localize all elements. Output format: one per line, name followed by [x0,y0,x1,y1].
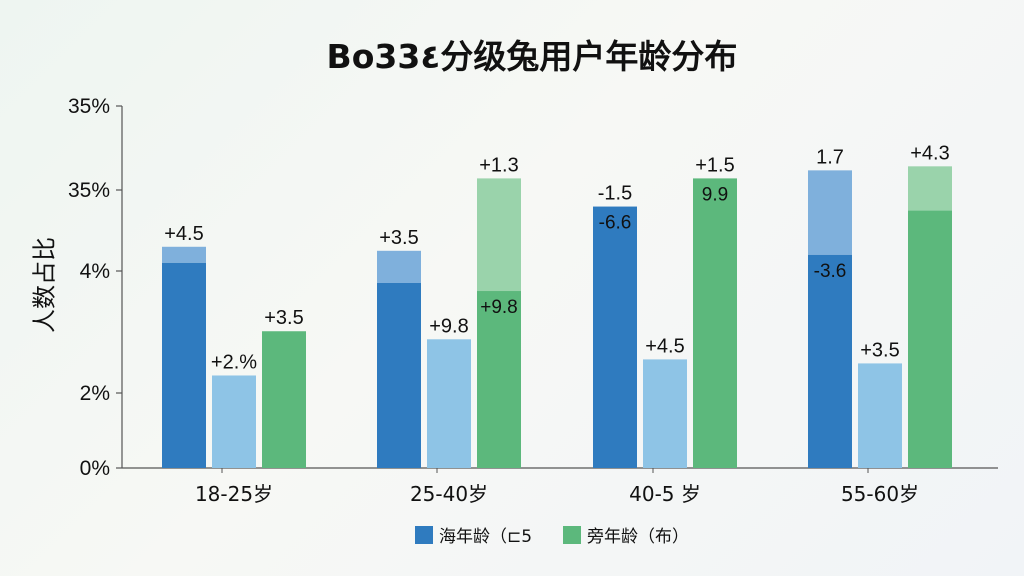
data-label: +2.% [211,351,257,373]
bar [643,359,687,468]
bar [908,210,952,469]
legend-item-green: 旁年龄（布） [563,522,689,547]
y-tick-label: 2% [80,382,110,405]
bar-cap [477,178,521,292]
data-label: +3.5 [379,227,418,249]
bar-cap [808,170,852,255]
bar [593,206,637,469]
bar [858,363,902,468]
data-label-inner: -6.6 [599,213,632,234]
data-label-inner: -3.6 [814,261,847,282]
bar [427,339,471,468]
x-tick-label: 55-60岁 [841,482,919,506]
legend-label-green: 旁年龄（布） [587,527,689,547]
data-label: +3.5 [264,307,303,329]
data-label: +4.5 [164,223,203,245]
bar [693,178,737,468]
data-label: +3.5 [860,339,899,361]
data-label: +1.3 [479,154,518,176]
y-tick-label: 0% [80,457,110,480]
data-label-inner: +9.8 [480,297,518,318]
chart-title: Bo33٤分级兔用户年龄分布 [326,37,738,76]
data-label: +1.5 [695,154,734,176]
data-label: 1.7 [816,146,844,168]
bar [377,282,421,468]
x-tick-label: 40-5 岁 [629,482,701,506]
legend-swatch-green [563,525,581,544]
data-label: +4.5 [645,335,684,357]
bar [212,375,256,468]
y-tick-label: 35% [68,179,110,202]
bar [808,254,852,468]
bar-cap [162,246,206,263]
legend-swatch-blue [415,525,433,544]
y-tick-label: 4% [80,260,110,283]
bar-cap [908,166,952,211]
y-tick-label: 35% [68,95,110,118]
data-label-inner: 9.9 [702,184,728,205]
legend: 海年龄（⊏5 旁年龄（布） [0,522,1024,550]
legend-label-blue: 海年龄（⊏5 [439,527,533,547]
legend-item-blue: 海年龄（⊏5 [415,522,532,547]
bar [262,331,306,468]
data-label: -1.5 [598,183,632,205]
bar [477,291,521,468]
bar-cap [377,250,421,283]
data-label: +9.8 [429,315,468,337]
bar [162,262,206,468]
data-label: +4.3 [910,142,949,164]
x-tick-label: 18-25岁 [195,482,273,506]
x-tick-label: 25-40岁 [410,482,488,506]
